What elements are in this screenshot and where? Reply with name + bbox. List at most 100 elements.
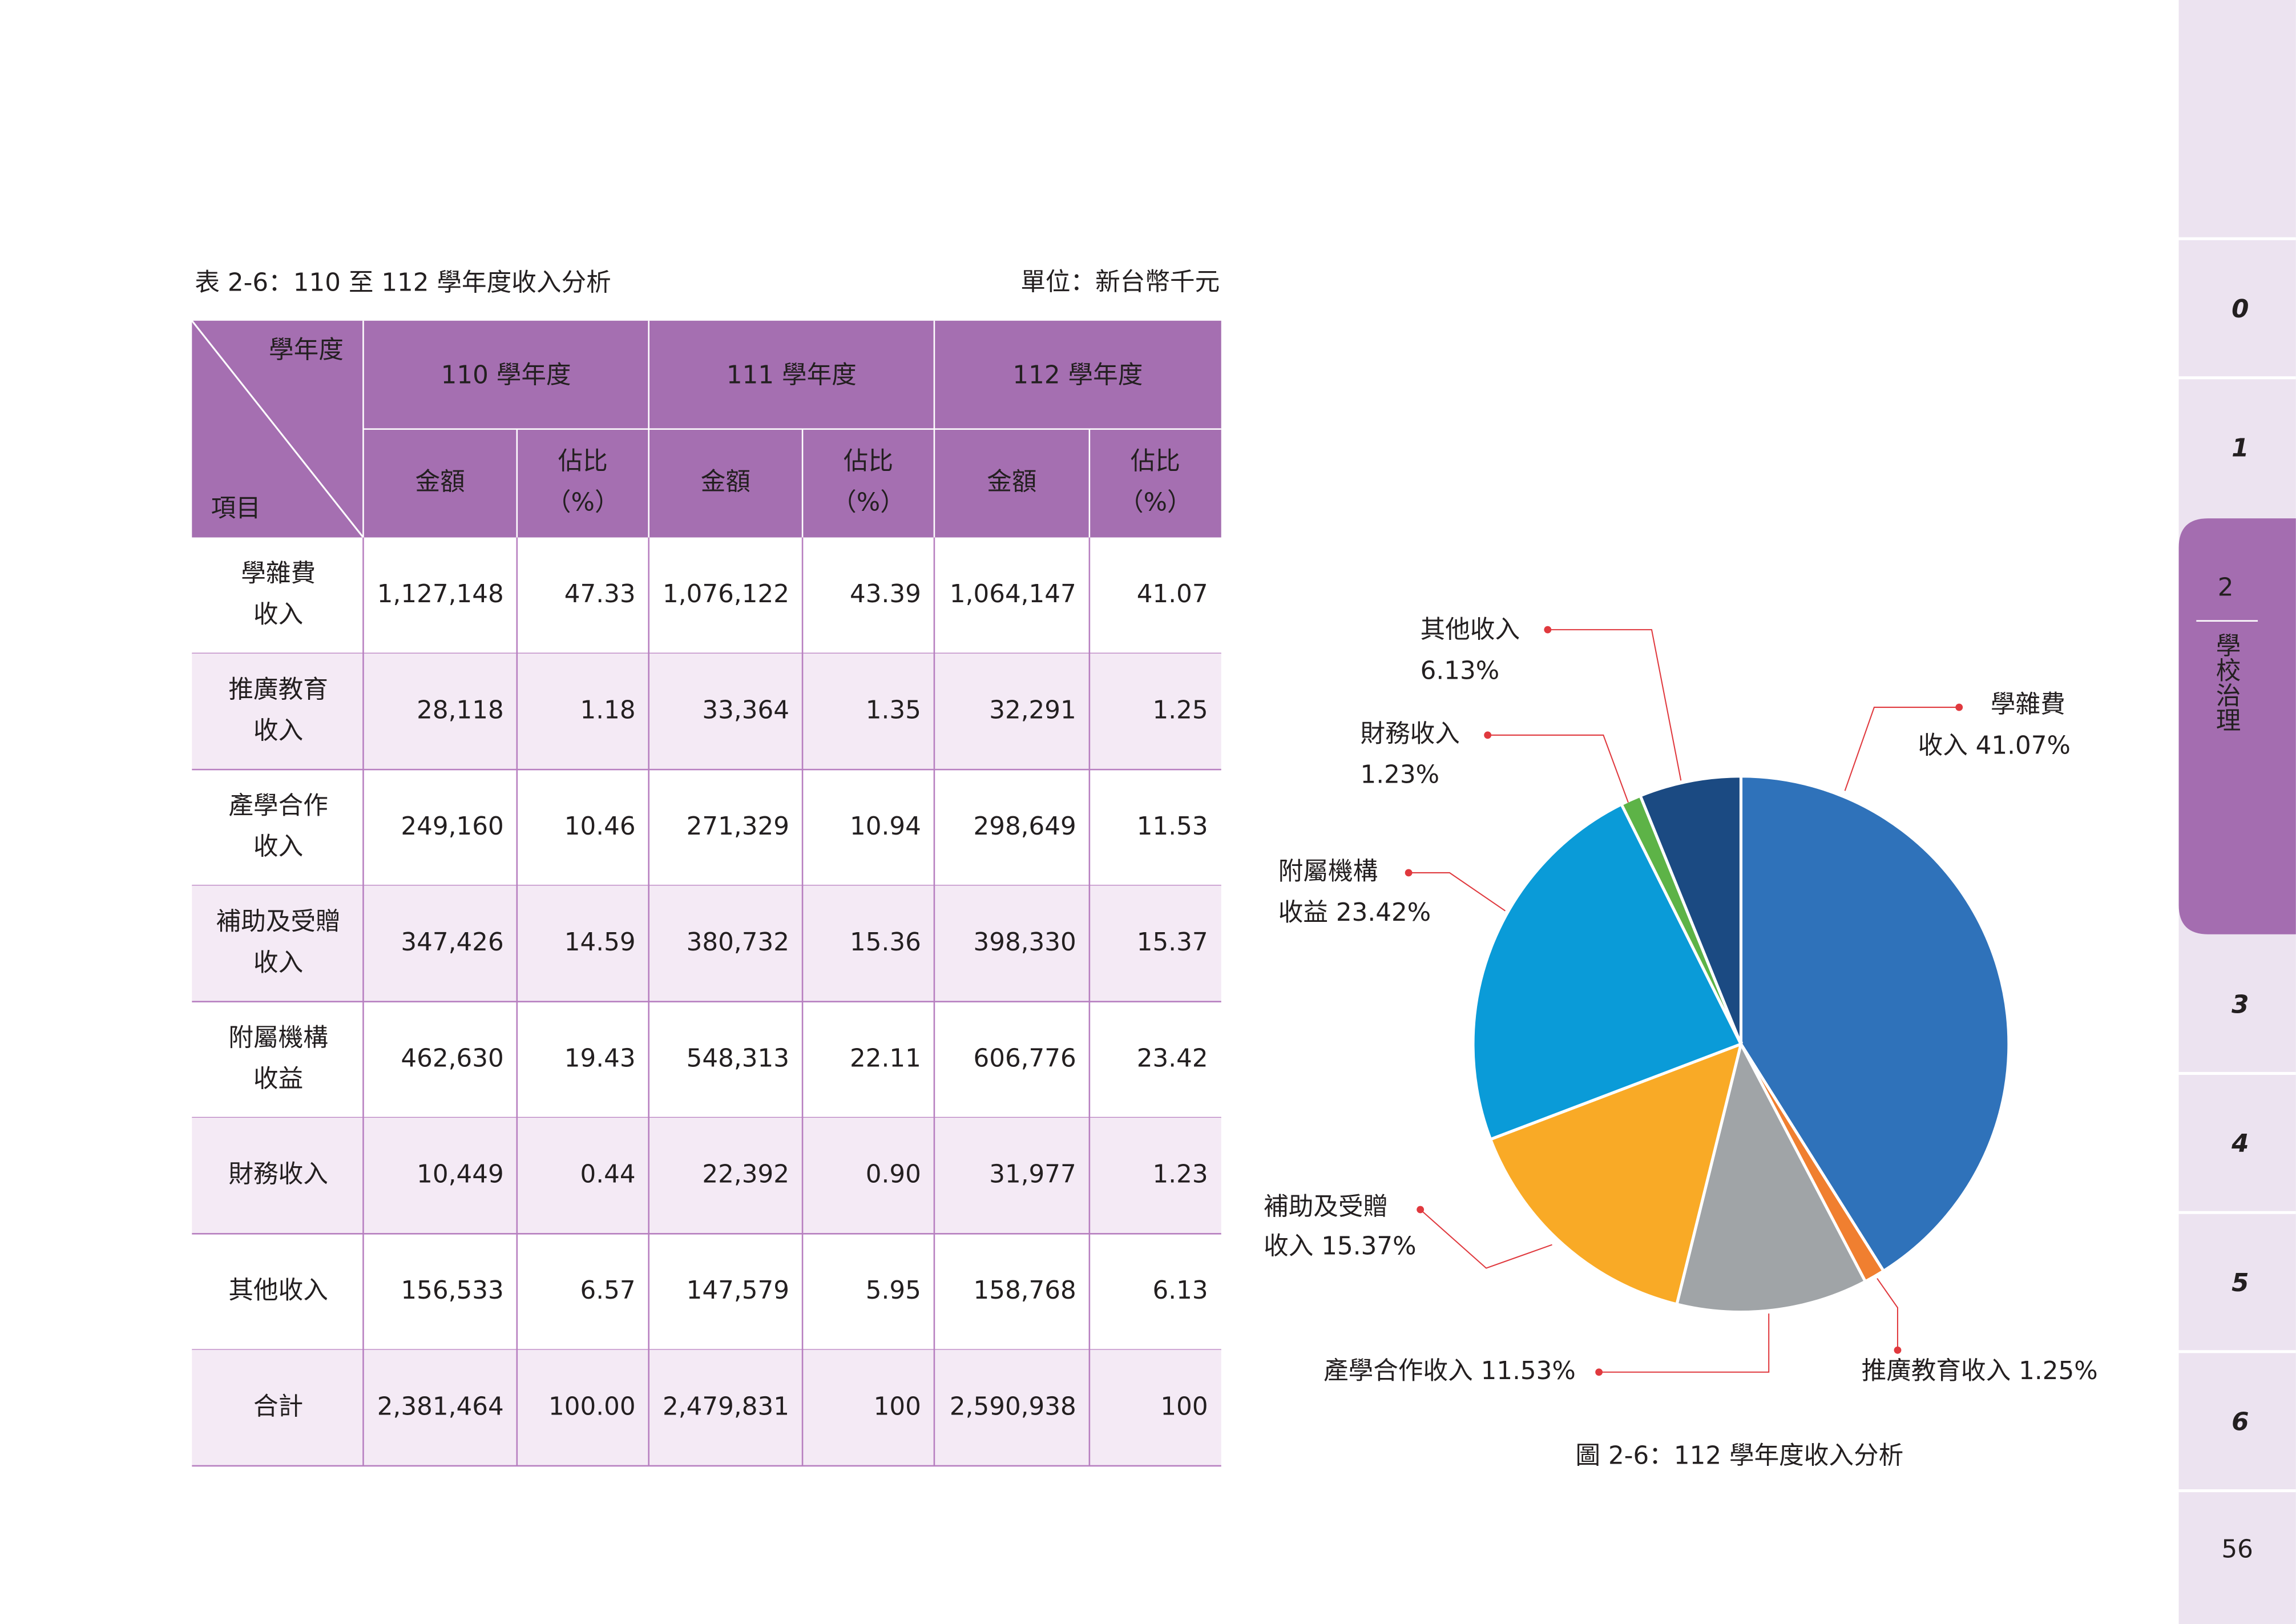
- leader-line: [1547, 629, 1682, 781]
- cell: 548,313: [687, 1044, 789, 1073]
- leader-line: [1409, 872, 1506, 912]
- corner-top: 學年度: [269, 336, 344, 365]
- slice-label: 財務收入: [1360, 720, 1459, 748]
- slice-label: 1.23%: [1360, 761, 1439, 789]
- cell: 271,329: [687, 812, 789, 841]
- cell: 2,479,831: [663, 1392, 789, 1421]
- row-item: 推廣教育: [228, 676, 328, 704]
- share-header: （%）: [832, 488, 905, 517]
- cell: 41.07: [1137, 580, 1208, 609]
- pie-slice: [1674, 1039, 1867, 1314]
- cell: 28,118: [417, 696, 504, 724]
- leader-dot: [1955, 703, 1963, 711]
- unit-note: 單位：新台幣千元: [1020, 268, 1220, 297]
- slice-label: 收益 23.42%: [1278, 898, 1431, 927]
- leader-dot: [1894, 1346, 1902, 1354]
- active-chapter-title: 學校治理: [2212, 632, 2241, 732]
- row-item: 收入: [253, 716, 303, 745]
- cell: 15.37: [1137, 928, 1208, 957]
- cell: 32,291: [989, 696, 1076, 724]
- row-item: 合計: [253, 1392, 303, 1421]
- cell: 0.90: [866, 1160, 921, 1189]
- row-item: 收入: [253, 601, 303, 629]
- cell: 22.11: [850, 1044, 921, 1073]
- cell: 606,776: [973, 1044, 1076, 1073]
- cell: 47.33: [564, 580, 636, 609]
- cell: 23.42: [1137, 1044, 1208, 1073]
- cell: 31,977: [989, 1160, 1076, 1189]
- cell: 147,579: [687, 1276, 789, 1305]
- cell: 0.44: [580, 1160, 636, 1189]
- cell: 347,426: [401, 928, 503, 957]
- share-header: （%）: [546, 488, 620, 517]
- leader-line: [1844, 707, 1959, 791]
- table-title: 表 2-6：110 至 112 學年度收入分析: [195, 269, 611, 297]
- cell: 14.59: [564, 928, 636, 957]
- share-header: 佔比: [1131, 448, 1180, 476]
- cell: 33,364: [702, 696, 789, 724]
- leader-line: [1877, 1278, 1898, 1351]
- cell: 11.53: [1137, 812, 1208, 841]
- cell: 298,649: [973, 812, 1076, 841]
- year-header: 111 學年度: [727, 361, 857, 389]
- cell: 1.18: [580, 696, 636, 724]
- row-item: 附屬機構: [228, 1023, 328, 1052]
- slice-label: 學雜費: [1991, 691, 2065, 719]
- cell: 10.94: [850, 812, 921, 841]
- row-item: 收入: [253, 833, 303, 861]
- pie-slice: [1739, 775, 2011, 1274]
- slice-label: 產學合作收入 11.53%: [1323, 1357, 1576, 1385]
- slice-label: 附屬機構: [1278, 857, 1378, 886]
- cell: 398,330: [973, 928, 1076, 957]
- cell: 156,533: [401, 1276, 503, 1305]
- cell: 380,732: [687, 928, 789, 957]
- slice-label: 6.13%: [1421, 657, 1500, 686]
- leader-dot: [1405, 869, 1413, 877]
- leader-dot: [1595, 1368, 1603, 1376]
- corner-diagonal: [191, 320, 364, 538]
- page-number: 56: [2221, 1536, 2253, 1564]
- cell: 6.13: [1153, 1276, 1208, 1305]
- cell: 158,768: [973, 1276, 1076, 1305]
- year-header: 112 學年度: [1012, 361, 1143, 389]
- slice-label: 收入 41.07%: [1918, 731, 2071, 760]
- slice-label: 其他收入: [1421, 616, 1520, 644]
- amount-header: 金額: [701, 468, 750, 497]
- leader-line: [1487, 734, 1629, 803]
- active-tab: [2178, 518, 2296, 934]
- pie-slice: [1471, 802, 1744, 1142]
- cell: 249,160: [401, 812, 503, 841]
- amount-header: 金額: [415, 468, 465, 497]
- chapter-number: 6: [2232, 1408, 2249, 1437]
- share-header: 佔比: [558, 448, 608, 476]
- cell: 19.43: [564, 1044, 636, 1073]
- cell: 2,590,938: [950, 1392, 1076, 1421]
- row-item: 收益: [253, 1065, 303, 1093]
- cell: 2,381,464: [377, 1392, 504, 1421]
- leader-dot: [1417, 1206, 1425, 1214]
- chapter-number: 3: [2232, 990, 2249, 1019]
- cell: 6.57: [580, 1276, 636, 1305]
- row-item: 補助及受贈: [216, 908, 341, 936]
- row-item: 學雜費: [241, 559, 316, 588]
- leader-line: [1599, 1313, 1770, 1373]
- share-header: （%）: [1119, 488, 1192, 517]
- slice-label: 收入 15.37%: [1264, 1232, 1416, 1261]
- leader-dot: [1484, 731, 1492, 739]
- cell: 1.25: [1153, 696, 1208, 724]
- cell: 100: [874, 1392, 921, 1421]
- year-header: 110 學年度: [441, 361, 571, 389]
- cell: 100.00: [548, 1392, 636, 1421]
- cell: 5.95: [866, 1276, 921, 1305]
- leader-line: [1419, 1209, 1552, 1269]
- chapter-number: 0: [2232, 295, 2249, 324]
- leader-dot: [1544, 626, 1552, 634]
- row-item: 收入: [253, 949, 303, 977]
- active-chapter-number: 2: [2218, 573, 2234, 602]
- cell: 10,449: [417, 1160, 504, 1189]
- cell: 1,076,122: [663, 580, 789, 609]
- cell: 1.35: [866, 696, 921, 724]
- cell: 10.46: [564, 812, 636, 841]
- cell: 1,064,147: [950, 580, 1076, 609]
